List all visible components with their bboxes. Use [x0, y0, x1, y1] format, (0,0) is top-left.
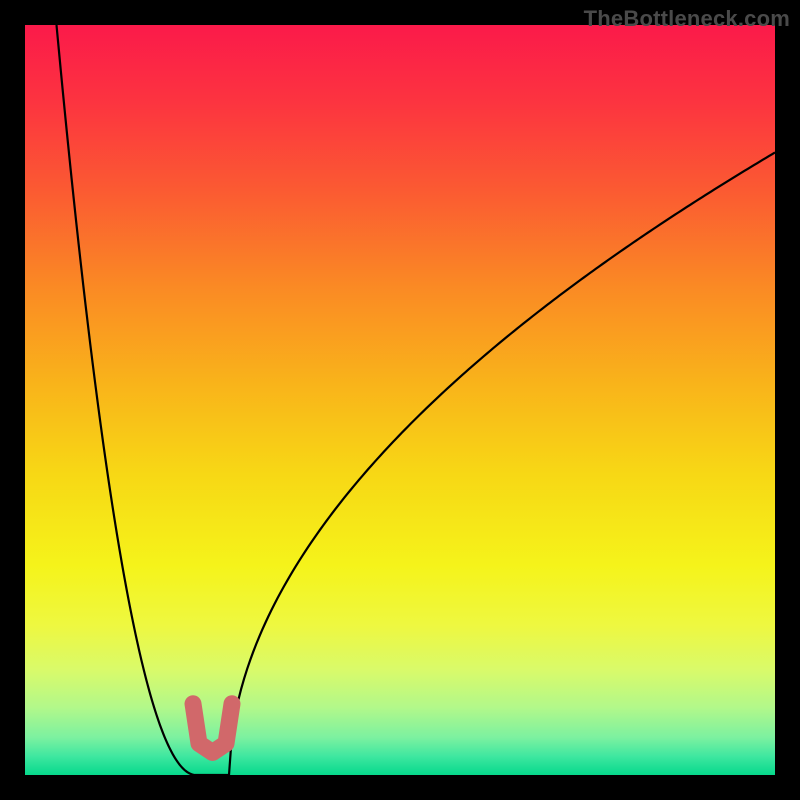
chart-stage: TheBottleneck.com — [0, 0, 800, 800]
gradient-bg — [25, 25, 775, 775]
watermark-text: TheBottleneck.com — [584, 6, 790, 32]
bottleneck-chart-svg — [0, 0, 800, 800]
